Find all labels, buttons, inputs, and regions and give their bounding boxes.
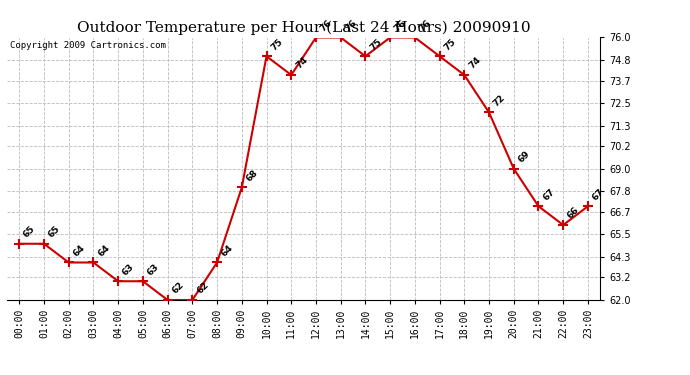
Text: 75: 75 (442, 37, 457, 52)
Text: 74: 74 (467, 56, 482, 71)
Text: 76: 76 (319, 18, 334, 33)
Text: 63: 63 (121, 262, 136, 277)
Text: 68: 68 (244, 168, 259, 183)
Text: 72: 72 (492, 93, 507, 108)
Text: 67: 67 (541, 187, 557, 202)
Text: 65: 65 (47, 224, 62, 240)
Text: 75: 75 (368, 37, 384, 52)
Text: 63: 63 (146, 262, 161, 277)
Text: 67: 67 (591, 187, 606, 202)
Text: 62: 62 (195, 280, 210, 296)
Text: 69: 69 (517, 149, 532, 165)
Text: 76: 76 (344, 18, 359, 33)
Text: 76: 76 (393, 18, 408, 33)
Text: 64: 64 (96, 243, 112, 258)
Text: 64: 64 (220, 243, 235, 258)
Text: Copyright 2009 Cartronics.com: Copyright 2009 Cartronics.com (10, 42, 166, 51)
Text: 76: 76 (417, 18, 433, 33)
Text: 64: 64 (72, 243, 87, 258)
Text: 62: 62 (170, 280, 186, 296)
Text: 65: 65 (22, 224, 37, 240)
Title: Outdoor Temperature per Hour (Last 24 Hours) 20090910: Outdoor Temperature per Hour (Last 24 Ho… (77, 21, 531, 35)
Text: 75: 75 (269, 37, 284, 52)
Text: 74: 74 (294, 56, 309, 71)
Text: 66: 66 (566, 206, 581, 221)
